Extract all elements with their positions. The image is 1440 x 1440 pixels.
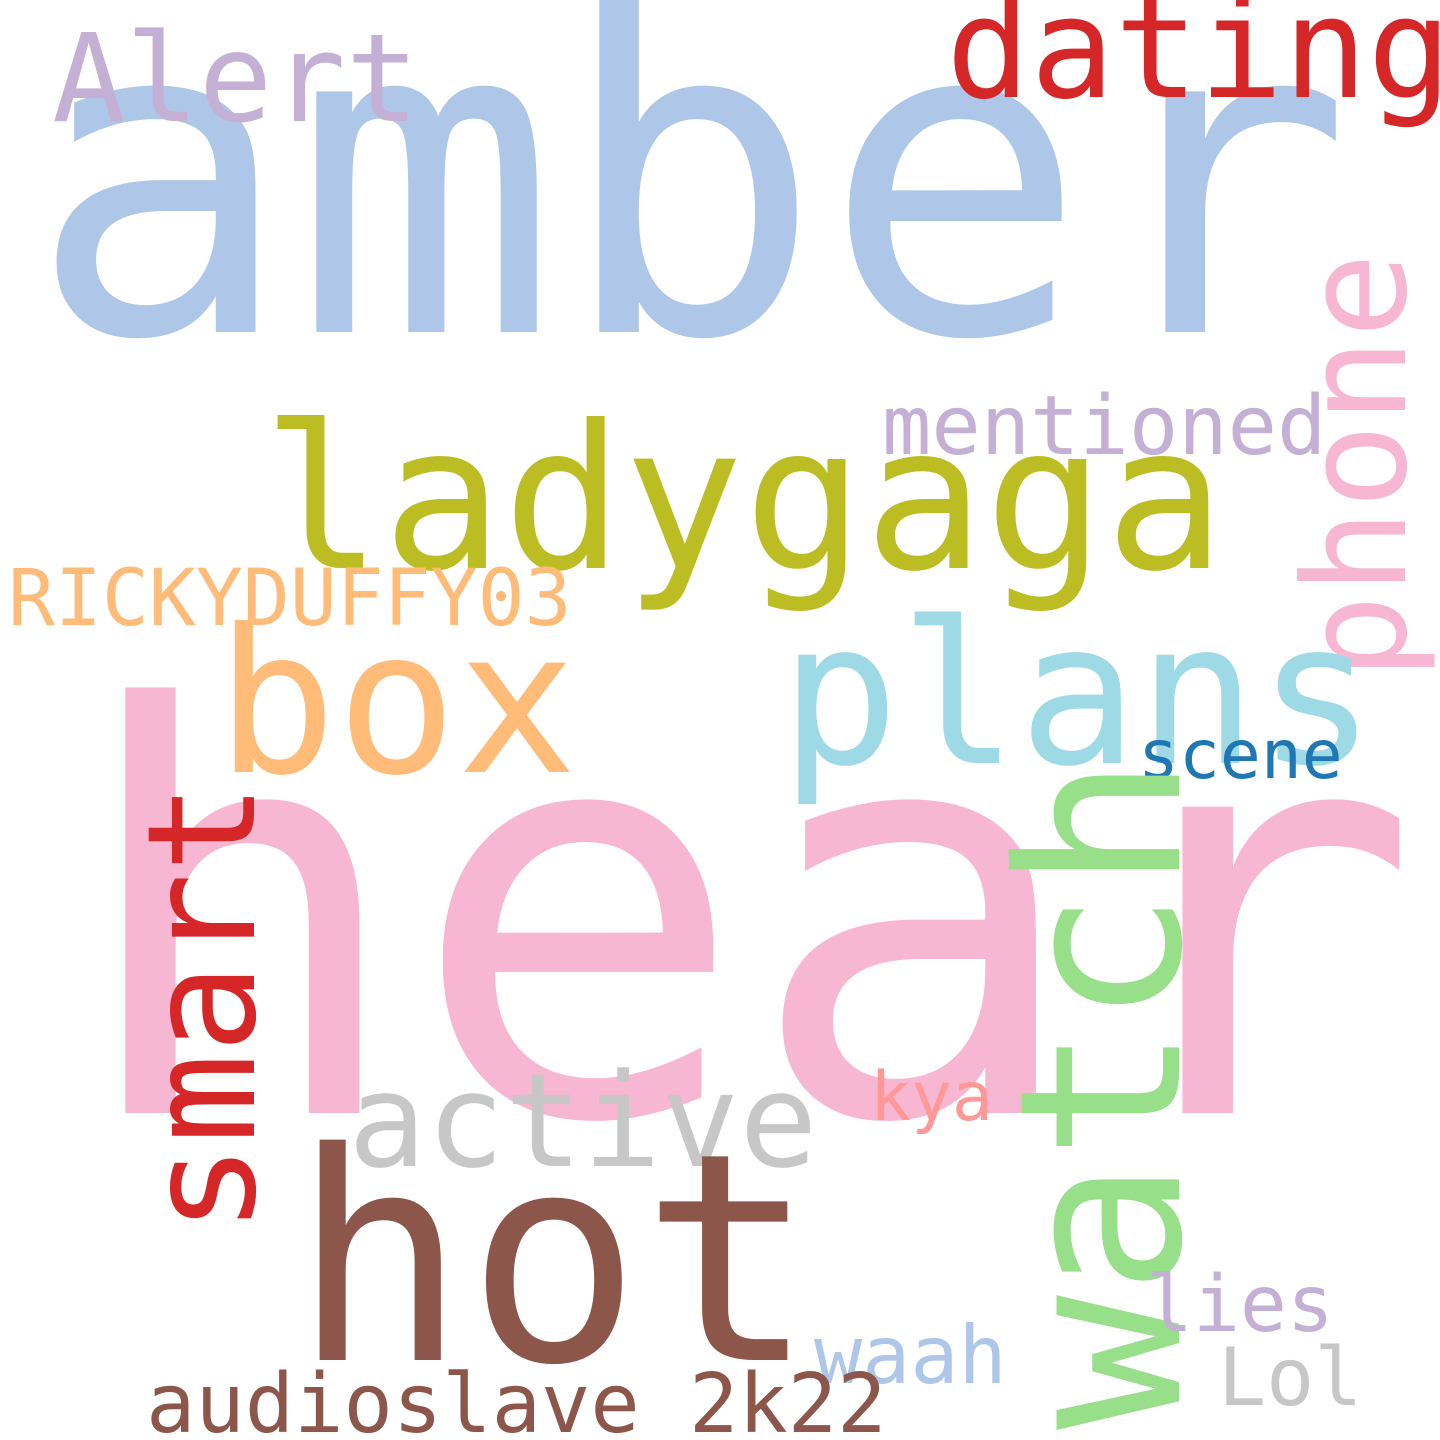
word-audioslave-2k22: audioslave_2k22 xyxy=(146,1357,887,1440)
word-hot: hot xyxy=(292,1092,816,1429)
word-scene: scene xyxy=(1138,716,1343,795)
word-rickyduffy03: RICKYDUFFY03 xyxy=(8,554,572,644)
word-amber: amber xyxy=(28,0,1353,436)
word-alert: Alert xyxy=(52,8,420,150)
word-kya: kya xyxy=(870,1058,993,1137)
word-lol: Lol xyxy=(1218,1331,1363,1424)
word-lies: lies xyxy=(1146,1260,1334,1350)
word-plans: plans xyxy=(780,579,1377,810)
word-box: box xyxy=(216,587,578,820)
word-smart: smart xyxy=(116,782,290,1234)
word-mentioned: mentioned xyxy=(882,379,1327,474)
word-ladygaga: ladygaga xyxy=(262,383,1226,616)
word-waah: waah xyxy=(814,1309,1007,1402)
word-active: active xyxy=(348,1045,818,1197)
word-heard: heard xyxy=(72,594,1440,1246)
word-dating: dating xyxy=(946,0,1440,131)
